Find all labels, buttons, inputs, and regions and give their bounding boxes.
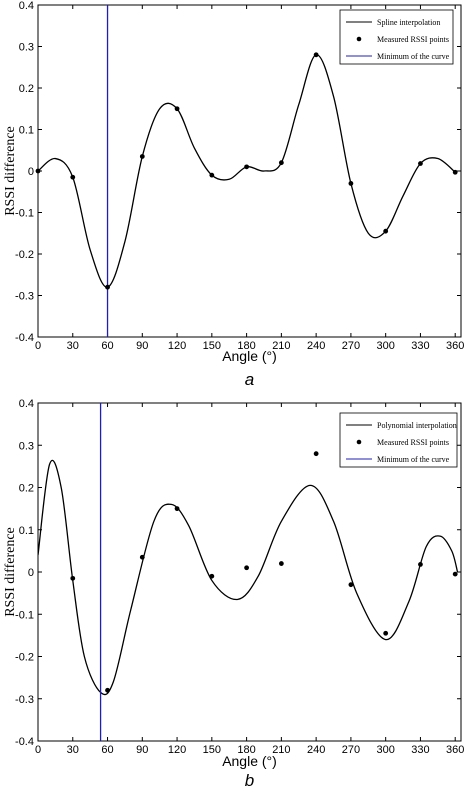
legend-entry: Minimum of the curve — [377, 52, 450, 61]
measured-point — [105, 284, 110, 290]
panel-b: 0 30 60 90 120 150 180 210 240 270 300 330 360 -0.4 -0… — [3, 398, 464, 790]
x-tick-label: 270 — [342, 744, 360, 756]
legend-swatch-point — [356, 439, 362, 445]
interpolation-curve — [38, 459, 459, 696]
y-tick-label: -0.1 — [15, 609, 34, 621]
panel-label: b — [245, 771, 254, 790]
y-tick-label: 0 — [28, 166, 34, 178]
measured-point — [348, 582, 354, 588]
x-tick-label: 60 — [101, 340, 113, 352]
measured-point — [209, 172, 215, 178]
y-tick-label: 0.2 — [19, 483, 34, 495]
y-tick-label: 0.1 — [19, 525, 34, 537]
y-tick-label: 0.4 — [19, 398, 34, 410]
legend-swatch-point — [356, 36, 362, 42]
y-tick-label: 0 — [28, 567, 34, 579]
x-tick-label: 120 — [168, 744, 186, 756]
legend-entry: Minimum of the curve — [377, 455, 450, 464]
x-tick-label: 240 — [307, 744, 325, 756]
x-tick-label: 150 — [203, 744, 221, 756]
measured-point — [174, 106, 180, 112]
measured-point — [174, 506, 180, 512]
x-tick-label: 300 — [376, 744, 394, 756]
measured-point — [70, 174, 76, 180]
y-tick-label: 0.4 — [19, 0, 34, 12]
x-tick-label: 30 — [67, 340, 79, 352]
measured-point — [70, 575, 76, 581]
y-tick-label: 0.2 — [19, 83, 34, 95]
measured-point — [244, 164, 250, 170]
legend-entry: Spline interpolation — [377, 18, 440, 27]
x-tick-label: 330 — [411, 340, 429, 352]
y-tick-label: -0.4 — [15, 736, 34, 748]
legend-entry: Measured RSSI points — [377, 35, 449, 44]
x-tick-label: 360 — [446, 744, 464, 756]
y-tick-label: 0.3 — [19, 42, 34, 54]
panel-label: a — [245, 370, 254, 389]
x-tick-label: 0 — [35, 340, 41, 352]
measured-point — [418, 161, 423, 166]
x-tick-label: 180 — [237, 744, 255, 756]
interpolation-curve — [38, 54, 456, 288]
measured-point — [209, 573, 215, 579]
legend: Spline interpolation Measured RSSI points… — [339, 9, 454, 65]
y-tick-label: -0.2 — [15, 652, 34, 664]
x-tick-label: 210 — [272, 744, 290, 756]
x-tick-label: 150 — [203, 340, 221, 352]
measured-point — [244, 565, 250, 571]
legend: Polynomial interpolation Measured RSSI po… — [339, 412, 458, 468]
y-tick-label: 0.3 — [19, 440, 34, 452]
measured-point — [105, 687, 110, 693]
x-axis-label: Angle (°) — [222, 753, 277, 769]
measured-point — [452, 571, 458, 577]
measured-point — [383, 228, 389, 234]
y-axis-label: RSSI difference — [3, 126, 18, 216]
measured-point — [418, 561, 423, 567]
y-tick-label: -0.3 — [15, 694, 34, 706]
x-axis-label: Angle (°) — [222, 348, 277, 364]
measured-point — [278, 561, 284, 566]
x-tick-label: 330 — [411, 744, 429, 756]
x-tick-label: 90 — [136, 744, 148, 756]
measured-point — [139, 154, 145, 159]
y-tick-label: -0.4 — [15, 332, 34, 344]
x-tick-label: 60 — [101, 744, 113, 756]
x-tick-label: 240 — [307, 340, 325, 352]
legend-entry: Polynomial interpolation — [377, 421, 457, 430]
x-tick-label: 120 — [168, 340, 186, 352]
y-tick-label: -0.2 — [15, 249, 34, 261]
measured-point — [278, 160, 284, 166]
panel-a: 0 30 60 90 120 150 180 210 240 270 300 330 360 -0.4 -0… — [3, 0, 464, 389]
x-tick-label: 210 — [272, 340, 290, 352]
legend-entry: Measured RSSI points — [377, 438, 449, 447]
measured-point — [348, 181, 354, 186]
x-tick-label: 0 — [35, 744, 41, 756]
measured-point — [313, 52, 319, 58]
measured-point — [35, 168, 41, 174]
measured-point — [139, 554, 145, 560]
x-tick-label: 90 — [136, 340, 148, 352]
measured-point — [452, 169, 458, 175]
y-tick-label: -0.1 — [15, 208, 34, 220]
y-tick-label: 0.1 — [19, 125, 34, 137]
x-tick-label: 300 — [376, 340, 394, 352]
measured-point — [383, 630, 389, 636]
x-tick-label: 30 — [67, 744, 79, 756]
x-tick-label: 180 — [237, 340, 255, 352]
x-tick-label: 270 — [342, 340, 360, 352]
x-tick-label: 360 — [446, 340, 464, 352]
measured-point — [313, 451, 319, 457]
y-tick-label: -0.3 — [15, 291, 34, 303]
y-axis-label: RSSI difference — [3, 527, 18, 617]
